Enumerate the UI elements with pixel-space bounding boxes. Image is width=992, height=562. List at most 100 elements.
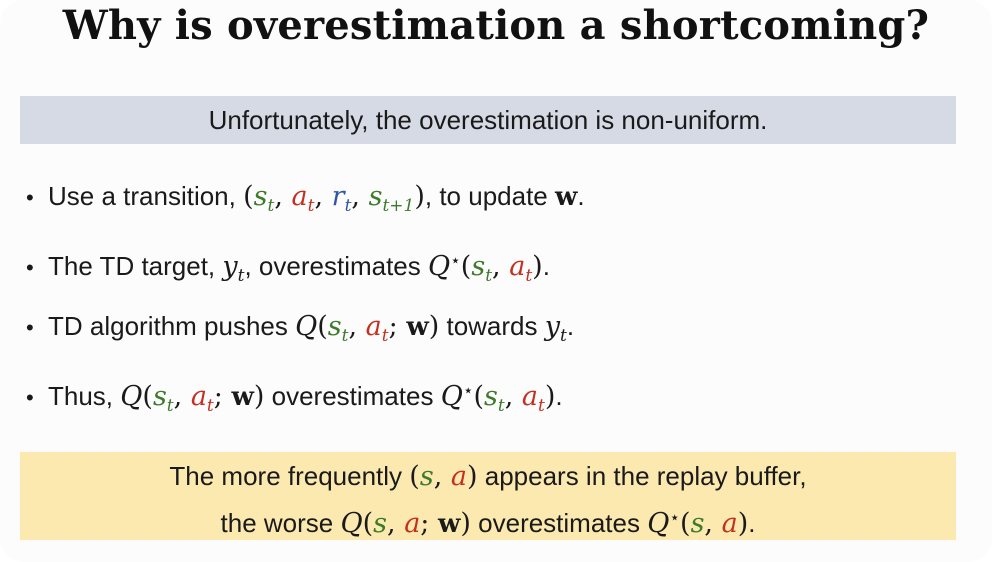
math-subscript: t — [267, 196, 275, 216]
banner: Unfortunately, the overestimation is non… — [20, 96, 956, 144]
text: overestimates — [264, 381, 441, 411]
bullet-item-td-algorithm: • TD algorithm pushes Q(st, at; w) toward… — [26, 306, 956, 371]
text: TD algorithm pushes — [48, 311, 296, 341]
math-state: s — [327, 311, 342, 342]
math-subscript: t — [166, 396, 174, 416]
math-state: s — [152, 381, 167, 412]
math-subscript: t — [525, 266, 533, 286]
bullet-marker: • — [26, 385, 34, 410]
math-state: s — [419, 461, 434, 492]
math-action: a — [450, 461, 467, 492]
math-semicolon: ; — [420, 508, 438, 539]
callout-line-2: the worse Q(s, a; w) overestimates Q⋆(s,… — [20, 497, 956, 539]
math-subscript: t — [206, 396, 214, 416]
text: Use a transition, — [48, 181, 244, 211]
math-star: ⋆ — [450, 251, 461, 271]
text: . — [748, 508, 756, 538]
bullet-marker: • — [26, 315, 34, 340]
math-subscript: t+1 — [382, 196, 415, 216]
text: , to update — [424, 181, 555, 211]
math-semicolon: ; — [388, 311, 407, 342]
math-q: Q — [295, 311, 318, 342]
math-subscript: t — [538, 396, 545, 416]
math-q: Q — [120, 381, 143, 412]
math-star: ⋆ — [462, 381, 474, 401]
math-subscript: t — [560, 326, 567, 346]
math-action: a — [521, 381, 539, 412]
math-action: a — [190, 381, 207, 412]
math-q-star: Q — [440, 381, 463, 412]
math-action: a — [721, 508, 738, 539]
math-paren-open: ( — [142, 381, 153, 412]
math-subscript: t — [341, 326, 349, 346]
math-comma: , — [387, 508, 405, 539]
math-state: s — [484, 381, 498, 412]
math-comma: , — [314, 181, 332, 212]
text: , overestimates — [244, 251, 428, 281]
math-paren-open: ( — [460, 251, 472, 282]
math-weights: w — [406, 312, 429, 342]
math-paren-close: ) — [466, 461, 478, 492]
math-state: s — [690, 508, 705, 539]
math-comma: , — [274, 181, 292, 212]
math-state: s — [471, 251, 486, 282]
math-paren-close: ) — [737, 508, 749, 539]
text: the worse — [220, 508, 341, 538]
math-paren-close: ) — [428, 311, 440, 342]
math-reward: r — [331, 181, 345, 212]
math-weights: w — [231, 382, 254, 412]
text: The TD target, — [48, 251, 223, 281]
math-action: a — [509, 251, 526, 282]
text: . — [577, 181, 585, 211]
math-paren-close: ) — [253, 381, 265, 412]
math-comma: , — [348, 311, 366, 342]
text: . — [566, 311, 575, 341]
math-q: Q — [340, 508, 363, 539]
math-paren-open: ( — [680, 508, 691, 539]
math-subscript: t — [237, 266, 245, 286]
callout-line-1: The more frequently (s, a) appears in th… — [20, 455, 956, 497]
math-comma: , — [433, 461, 451, 492]
math-subscript: t — [344, 196, 352, 216]
math-subscript: t — [381, 326, 389, 346]
math-target: y — [544, 311, 561, 342]
math-next-state: s — [368, 181, 383, 212]
bullet-item-td-target: • The TD target, yt, overestimates Q⋆(st,… — [26, 241, 956, 306]
math-weights: w — [437, 509, 461, 539]
math-comma: , — [492, 251, 510, 282]
bullet-marker: • — [26, 255, 34, 280]
text: . — [542, 251, 550, 281]
math-paren-close: ) — [544, 381, 556, 412]
bullet-list: • Use a transition, (st, at, rt, st+1), t… — [26, 176, 956, 436]
math-paren-open: ( — [409, 461, 420, 492]
math-paren-open: ( — [243, 181, 254, 212]
slide-title: Why is overestimation a shortcoming? — [62, 2, 930, 49]
math-comma: , — [704, 508, 722, 539]
math-paren-close: ) — [460, 508, 471, 539]
math-comma: , — [351, 181, 369, 212]
math-paren-open: ( — [362, 508, 374, 539]
math-comma: , — [504, 381, 522, 412]
math-paren-close: ) — [532, 251, 543, 282]
bullet-item-thus: • Thus, Q(st, at; w) overestimates Q⋆(st,… — [26, 371, 956, 436]
math-action: a — [365, 311, 382, 342]
math-q-star: Q — [647, 508, 670, 539]
callout-box: The more frequently (s, a) appears in th… — [20, 452, 956, 540]
math-action: a — [291, 181, 308, 212]
text: overestimates — [470, 508, 648, 538]
text: . — [555, 381, 563, 411]
math-q: Q — [428, 251, 451, 282]
math-action: a — [404, 508, 421, 539]
math-state: s — [373, 508, 388, 539]
text: towards — [439, 311, 545, 341]
math-subscript: t — [485, 266, 493, 286]
bullet-marker: • — [26, 185, 34, 210]
text: appears in the replay buffer, — [477, 461, 807, 491]
math-state: s — [253, 181, 268, 212]
math-target: y — [222, 251, 238, 282]
text: The more frequently — [169, 461, 410, 491]
text: Thus, — [48, 381, 121, 411]
math-paren-close: ) — [414, 181, 425, 212]
math-semicolon: ; — [213, 381, 232, 412]
